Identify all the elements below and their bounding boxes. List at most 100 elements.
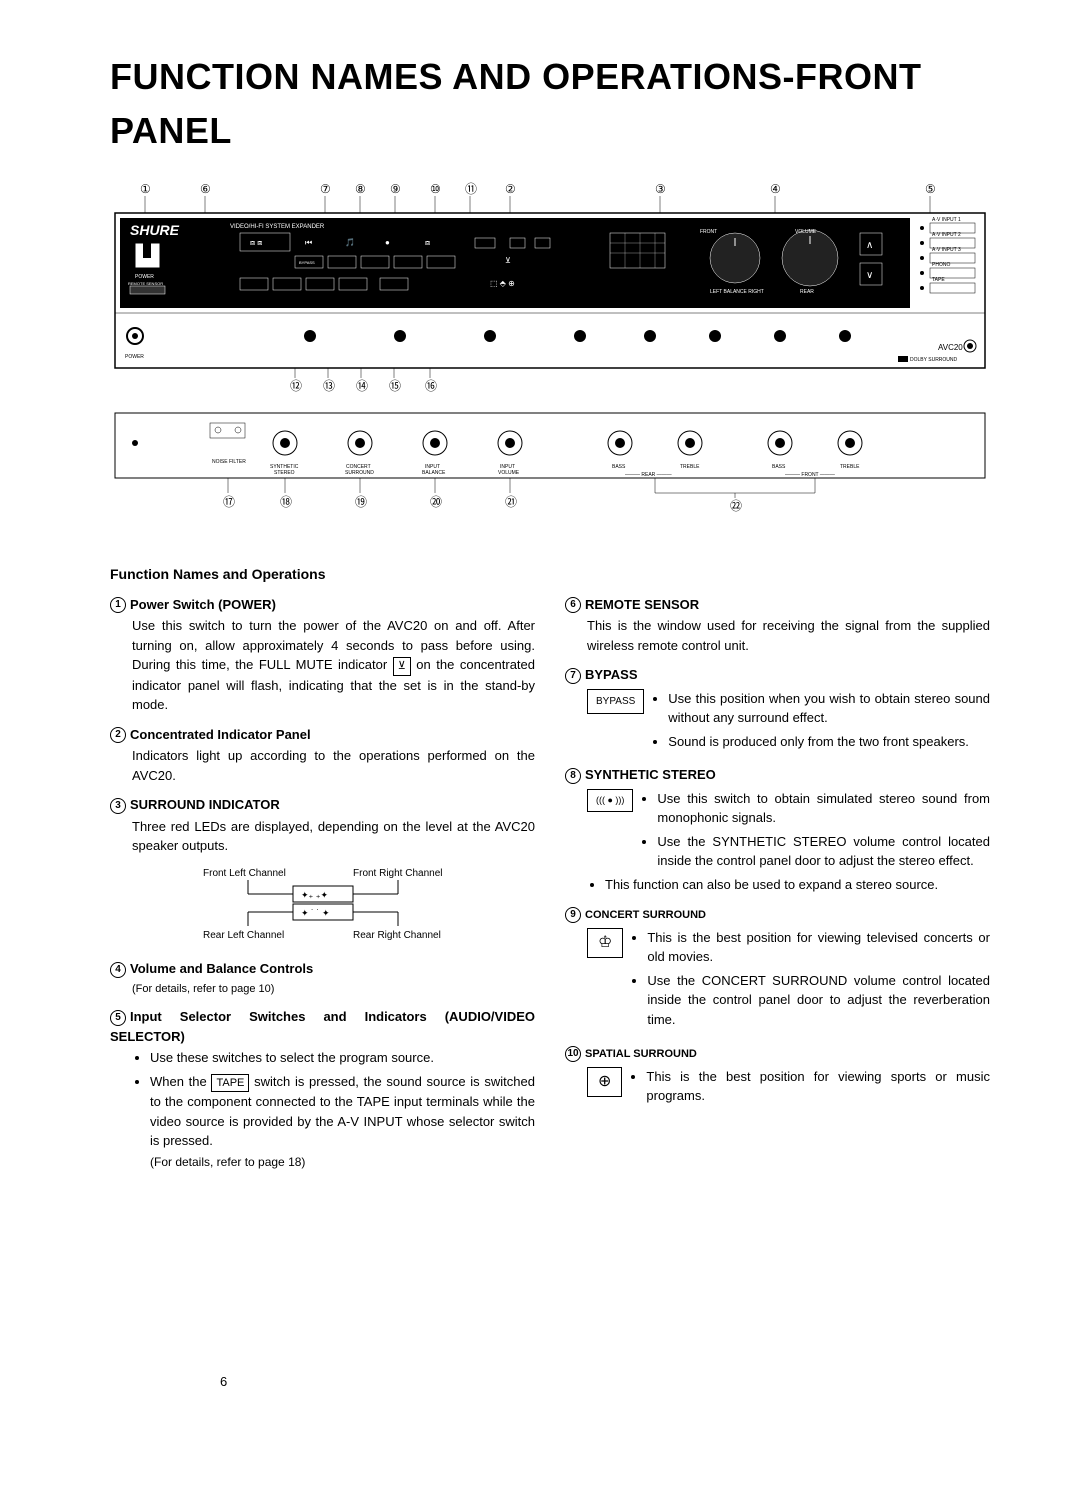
item-concert-surround: 9CONCERT SURROUND ♔ This is the best pos… [565, 904, 990, 1033]
num-4: 4 [110, 962, 126, 978]
svg-text:PHONO: PHONO [932, 262, 950, 268]
svg-text:✦₊ ₊✦: ✦₊ ₊✦ [301, 890, 329, 900]
body-6: This is the window used for receiving th… [565, 616, 990, 655]
subbrand: VIDEO/HI-FI SYSTEM EXPANDER [230, 224, 325, 230]
tape-box: TAPE [211, 1074, 249, 1093]
num-1: 1 [110, 597, 126, 613]
label-7: ⑦ [320, 182, 331, 196]
num-8: 8 [565, 768, 581, 784]
sub-4: (For details, refer to page 10) [110, 981, 535, 998]
bullet-10-1: This is the best position for viewing sp… [646, 1067, 990, 1106]
label-2: ② [505, 182, 516, 196]
svg-text:㉑: ㉑ [505, 495, 517, 509]
svg-text:VOLUME: VOLUME [498, 470, 520, 476]
item-bypass: 7 BYPASS BYPASS Use this position when yo… [565, 665, 990, 755]
num-9: 9 [565, 907, 581, 923]
svg-text:NOISE FILTER: NOISE FILTER [212, 459, 246, 465]
svg-text:POWER: POWER [125, 354, 144, 360]
label-4: ④ [770, 182, 781, 196]
bullet-5-2: When the TAPE switch is pressed, the sou… [150, 1072, 535, 1171]
svg-text:⬚ ⬘ ⊕: ⬚ ⬘ ⊕ [490, 279, 515, 288]
svg-text:SURROUND: SURROUND [345, 470, 374, 476]
svg-text:⧈ ⧈: ⧈ ⧈ [250, 238, 262, 247]
sub-5: (For details, refer to page 18) [150, 1153, 535, 1171]
title-3: SURROUND INDICATOR [130, 797, 280, 812]
item-surround-indicator: 3 SURROUND INDICATOR Three red LEDs are d… [110, 795, 535, 949]
spatial-icon: ⊕ [587, 1067, 622, 1097]
svg-text:⑱: ⑱ [280, 495, 292, 509]
item-spatial-surround: 10 SPATIAL SURROUND ⊕ This is the best po… [565, 1043, 990, 1110]
fl-label: Front Left Channel [203, 868, 286, 879]
bullet-8-1: Use this switch to obtain simulated ster… [657, 789, 990, 828]
section-title: Function Names and Operations [110, 564, 990, 585]
svg-text:㉒: ㉒ [730, 499, 742, 513]
svg-text:⑯: ⑯ [425, 379, 437, 393]
bypass-icon: BYPASS [587, 689, 644, 714]
item-indicator-panel: 2Concentrated Indicator Panel Indicators… [110, 725, 535, 786]
brand-logo: SHURE [130, 222, 180, 238]
mute-icon: ⊻ [393, 657, 411, 676]
title-4: Volume and Balance Controls [130, 961, 313, 976]
title-1: Power Switch (POWER) [130, 597, 276, 612]
svg-text:——— REAR ———: ——— REAR ——— [625, 472, 672, 478]
title-10: SPATIAL SURROUND [585, 1048, 697, 1060]
svg-text:⑭: ⑭ [356, 379, 368, 393]
svg-text:⏮: ⏮ [305, 238, 312, 247]
bullet-7-1: Use this position when you wish to obtai… [668, 689, 990, 728]
svg-text:⧈: ⧈ [425, 238, 430, 247]
label-3: ③ [655, 182, 666, 196]
bullet-8-2: Use the SYNTHETIC STEREO volume control … [657, 832, 990, 871]
title-7: BYPASS [585, 667, 638, 682]
svg-text:A·V INPUT 1: A·V INPUT 1 [932, 217, 961, 223]
panel-svg: ① ⑥ ⑦ ⑧ ⑨ ⑩ ⑪ ② ③ ④ ⑤ SHURE VIDEO/HI-FI … [110, 178, 990, 538]
svg-text:DOLBY SURROUND: DOLBY SURROUND [910, 357, 958, 363]
svg-text:A·V INPUT 3: A·V INPUT 3 [932, 247, 961, 253]
svg-text:BALANCE: BALANCE [422, 470, 446, 476]
item-volume-balance: 4 Volume and Balance Controls (For detail… [110, 959, 535, 997]
front-panel-diagram: ① ⑥ ⑦ ⑧ ⑨ ⑩ ⑪ ② ③ ④ ⑤ SHURE VIDEO/HI-FI … [110, 178, 990, 544]
body-3: Three red LEDs are displayed, depending … [110, 817, 535, 856]
svg-text:∨: ∨ [866, 270, 873, 281]
svg-text:A·V INPUT 2: A·V INPUT 2 [932, 232, 961, 238]
svg-text:VOLUME: VOLUME [795, 229, 817, 235]
svg-text:FRONT: FRONT [700, 229, 717, 235]
svg-text:●: ● [385, 238, 390, 247]
led-diagram: Front Left Channel Front Right Channel ✦… [110, 864, 535, 950]
num-3: 3 [110, 798, 126, 814]
b5-2a: When the [150, 1074, 211, 1089]
label-9: ⑨ [390, 182, 401, 196]
title-9: CONCERT SURROUND [585, 909, 706, 921]
svg-text:BASS: BASS [772, 464, 786, 470]
svg-text:🎵: 🎵 [345, 238, 355, 247]
title-5: Input Selector Switches and Indicators (… [110, 1009, 535, 1044]
synth-icon: ((( ● ))) [587, 789, 633, 813]
label-10: ⑩ [430, 182, 441, 196]
num-10: 10 [565, 1046, 581, 1062]
label-1: ① [140, 182, 151, 196]
svg-text:LEFT BALANCE RIGHT: LEFT BALANCE RIGHT [710, 289, 764, 295]
svg-text:REAR: REAR [800, 289, 814, 295]
page-number: 6 [220, 1372, 227, 1392]
item-remote-sensor: 6 REMOTE SENSOR This is the window used f… [565, 595, 990, 656]
svg-text:⊻: ⊻ [505, 256, 511, 265]
content-columns: 1 Power Switch (POWER) Use this switch to… [110, 595, 990, 1181]
svg-text:TREBLE: TREBLE [840, 464, 860, 470]
label-8: ⑧ [355, 182, 366, 196]
svg-text:∧: ∧ [866, 240, 873, 251]
item-input-selector: 5Input Selector Switches and Indicators … [110, 1007, 535, 1171]
num-7: 7 [565, 668, 581, 684]
title-6: REMOTE SENSOR [585, 597, 699, 612]
svg-text:AVC20: AVC20 [938, 343, 963, 352]
svg-text:POWER: POWER [135, 274, 154, 280]
label-5: ⑤ [925, 182, 936, 196]
num-2: 2 [110, 727, 126, 743]
num-6: 6 [565, 597, 581, 613]
bullet-9-2: Use the CONCERT SURROUND volume control … [647, 971, 990, 1030]
page-title: FUNCTION NAMES AND OPERATIONS-FRONT PANE… [110, 50, 990, 158]
right-column: 6 REMOTE SENSOR This is the window used f… [565, 595, 990, 1181]
item-power-switch: 1Power Switch (POWER) Use this switch to… [110, 595, 535, 715]
svg-text:⑲: ⑲ [355, 495, 367, 509]
svg-text:BYPASS: BYPASS [299, 260, 315, 265]
fr-label: Front Right Channel [353, 868, 443, 879]
rr-label: Rear Right Channel [353, 930, 441, 941]
